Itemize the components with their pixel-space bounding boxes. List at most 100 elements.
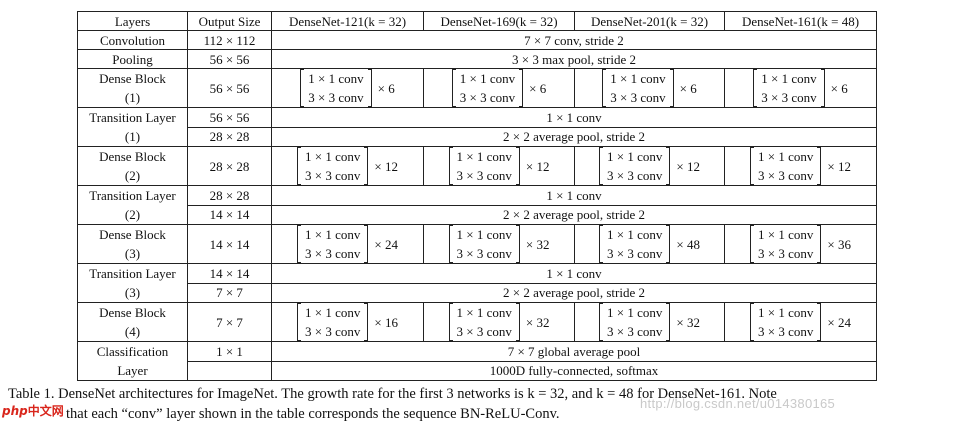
repeat-count: × 24 — [374, 236, 398, 252]
bracket-tick — [515, 340, 520, 341]
shared-config: 1 × 1 conv — [271, 107, 877, 128]
table-row: Dense Block (2) 28 × 28 1 × 1 conv 3 × 3 con… — [77, 146, 877, 186]
bracket-body: 1 × 1 conv 3 × 3 conv — [750, 303, 822, 341]
bracket-body: 1 × 1 conv 3 × 3 conv — [297, 303, 369, 341]
conv-3x3: 3 × 3 conv — [761, 90, 817, 105]
table-row: Convolution 112 × 112 7 × 7 conv, stride 2 — [77, 30, 877, 50]
repeat-count: × 12 — [374, 158, 398, 174]
dense-block-config: 1 × 1 conv 3 × 3 conv × 32 — [423, 224, 575, 264]
bracket: 1 × 1 conv 3 × 3 conv — [297, 225, 369, 263]
bracket-body: 1 × 1 conv 3 × 3 conv — [602, 69, 674, 107]
conv-1x1: 1 × 1 conv — [607, 227, 663, 242]
layer-name-line: Classification — [96, 344, 169, 359]
conv-3x3: 3 × 3 conv — [305, 324, 361, 339]
bracket-tick — [820, 106, 825, 107]
layer-name: Dense Block (3) — [77, 224, 188, 264]
bracket-tick — [448, 303, 453, 304]
conv-1x1: 1 × 1 conv — [758, 227, 814, 242]
output-size: 14 × 14 — [187, 224, 272, 264]
bracket-group: 1 × 1 conv 3 × 3 conv × 6 — [753, 69, 848, 107]
bracket-group: 1 × 1 conv 3 × 3 conv × 24 — [750, 303, 851, 341]
bracket-tick — [448, 340, 453, 341]
bracket: 1 × 1 conv 3 × 3 conv — [448, 225, 520, 263]
conv-3x3: 3 × 3 conv — [456, 324, 512, 339]
repeat-count: × 36 — [827, 236, 851, 252]
bracket-body: 1 × 1 conv 3 × 3 conv — [297, 147, 369, 185]
bracket: 1 × 1 conv 3 × 3 conv — [448, 147, 520, 185]
shared-config: 7 × 7 global average pool — [271, 341, 877, 362]
bracket-group: 1 × 1 conv 3 × 3 conv × 6 — [300, 69, 395, 107]
dense-block-config: 1 × 1 conv 3 × 3 conv × 24 — [271, 224, 424, 264]
repeat-count: × 6 — [529, 80, 547, 96]
bracket: 1 × 1 conv 3 × 3 conv — [753, 69, 825, 107]
layer-index: (2) — [124, 207, 141, 222]
bracket-tick — [300, 69, 305, 70]
bracket-tick — [666, 303, 671, 304]
bracket-tick — [750, 262, 755, 263]
conv-3x3: 3 × 3 conv — [758, 246, 814, 261]
bracket-tick — [297, 262, 302, 263]
dense-block-config: 1 × 1 conv 3 × 3 conv × 6 — [724, 68, 877, 108]
bracket-tick — [515, 184, 520, 185]
bracket-group: 1 × 1 conv 3 × 3 conv × 6 — [451, 69, 547, 107]
bracket-tick — [750, 340, 755, 341]
output-size: 14 × 14 — [187, 263, 272, 284]
output-size: 28 × 28 — [187, 146, 272, 186]
shared-config: 1 × 1 conv — [271, 263, 877, 284]
bracket-tick — [364, 340, 369, 341]
table-body: Convolution 112 × 112 7 × 7 conv, stride 2… — [77, 30, 877, 381]
bracket-group: 1 × 1 conv 3 × 3 conv × 48 — [599, 225, 700, 263]
bracket-tick — [599, 225, 604, 226]
header-layers: Layers — [77, 11, 188, 31]
conv-3x3: 3 × 3 conv — [607, 324, 663, 339]
bracket-tick — [448, 225, 453, 226]
bracket: 1 × 1 conv 3 × 3 conv — [599, 225, 671, 263]
repeat-count: × 32 — [525, 314, 550, 330]
conv-1x1: 1 × 1 conv — [305, 149, 361, 164]
bracket-group: 1 × 1 conv 3 × 3 conv × 36 — [750, 225, 851, 263]
bracket-tick — [666, 147, 671, 148]
output-size: 56 × 56 — [187, 107, 272, 128]
table-header-row: Layers Output Size DenseNet-121(k = 32) … — [77, 11, 877, 31]
output-size — [187, 360, 272, 381]
layer-name-line: Transition Layer — [89, 188, 176, 203]
conv-1x1: 1 × 1 conv — [761, 71, 817, 86]
conv-3x3: 3 × 3 conv — [305, 168, 361, 183]
bracket-body: 1 × 1 conv 3 × 3 conv — [300, 69, 372, 107]
bracket-tick — [750, 225, 755, 226]
repeat-count: × 6 — [830, 80, 848, 96]
output-size: 28 × 28 — [187, 185, 272, 206]
dense-block-config: 1 × 1 conv 3 × 3 conv × 6 — [423, 68, 575, 108]
layer-name: Dense Block (2) — [77, 146, 188, 186]
logo-php: php — [2, 404, 28, 418]
bracket-body: 1 × 1 conv 3 × 3 conv — [750, 147, 822, 185]
repeat-count: × 16 — [374, 314, 398, 330]
bracket: 1 × 1 conv 3 × 3 conv — [448, 303, 520, 341]
table-row: Pooling 56 × 56 3 × 3 max pool, stride 2 — [77, 49, 877, 69]
layer-index: (2) — [124, 168, 141, 183]
bracket-tick — [820, 69, 825, 70]
dense-block-config: 1 × 1 conv 3 × 3 conv × 48 — [574, 224, 725, 264]
shared-config: 1 × 1 conv — [271, 185, 877, 206]
dense-block-config: 1 × 1 conv 3 × 3 conv × 36 — [724, 224, 877, 264]
layer-name: Transition Layer (2) — [77, 185, 188, 225]
header-output-size: Output Size — [187, 11, 272, 31]
repeat-count: × 6 — [377, 80, 395, 96]
shared-config: 3 × 3 max pool, stride 2 — [271, 49, 877, 69]
layer-name-line: Transition Layer — [89, 110, 176, 125]
bracket-group: 1 × 1 conv 3 × 3 conv × 12 — [297, 147, 398, 185]
conv-1x1: 1 × 1 conv — [459, 71, 516, 86]
bracket-body: 1 × 1 conv 3 × 3 conv — [599, 303, 671, 341]
bracket-tick — [364, 262, 369, 263]
bracket: 1 × 1 conv 3 × 3 conv — [297, 147, 369, 185]
bracket-tick — [297, 184, 302, 185]
caption-line-1: Table 1. DenseNet architectures for Imag… — [8, 386, 777, 402]
conv-3x3: 3 × 3 conv — [456, 168, 512, 183]
repeat-count: × 6 — [679, 80, 697, 96]
conv-1x1: 1 × 1 conv — [456, 227, 512, 242]
layer-name: Dense Block (1) — [77, 68, 188, 108]
layer-index: Layer — [117, 363, 148, 378]
bracket-body: 1 × 1 conv 3 × 3 conv — [750, 225, 822, 263]
